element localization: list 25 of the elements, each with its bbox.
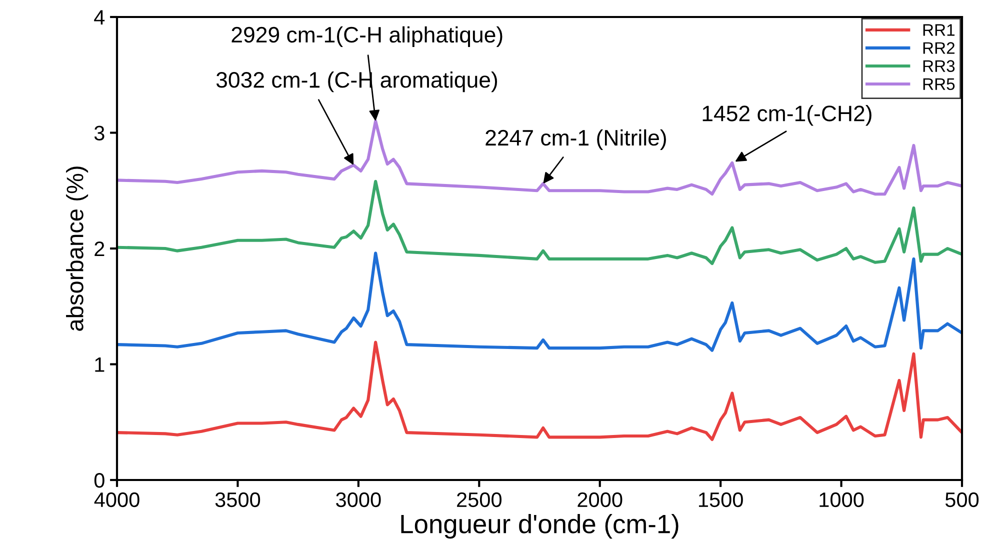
line-series [117,180,962,266]
annotation: 2929 cm-1(C-H aliphatique) [232,26,502,48]
annotation: 2247 cm-1 (Nitrile) [486,129,666,150]
x-tick-label: 500 [945,492,979,508]
x-tick-label: 1500 [698,492,743,508]
x-axis-title: Longueur d'onde (cm-1) [401,514,678,539]
y-tick-label: 3 [94,126,104,141]
y-tick-label: 4 [94,10,105,25]
legend-label: RR5 [923,78,955,90]
legend-label: RR3 [923,60,955,72]
y-tick-label: 1 [95,357,104,372]
annotation: 1452 cm-1(-CH2) [702,105,872,126]
y-axis-title: absorbance (%) [66,166,88,331]
y-tick-label: 2 [94,242,104,256]
x-tick-label: 2000 [578,492,622,508]
line-series [117,252,962,352]
x-tick-label: 3500 [215,492,260,508]
x-tick-label: 1000 [820,492,864,508]
line-series [117,340,962,442]
x-tick-label: 2500 [457,492,502,508]
legend-label: RR1 [923,24,955,36]
x-tick-label: 3000 [336,492,381,508]
x-tick-label: 4000 [94,492,140,508]
legend-label: RR2 [923,42,954,54]
y-tick-label: 0 [94,473,104,488]
